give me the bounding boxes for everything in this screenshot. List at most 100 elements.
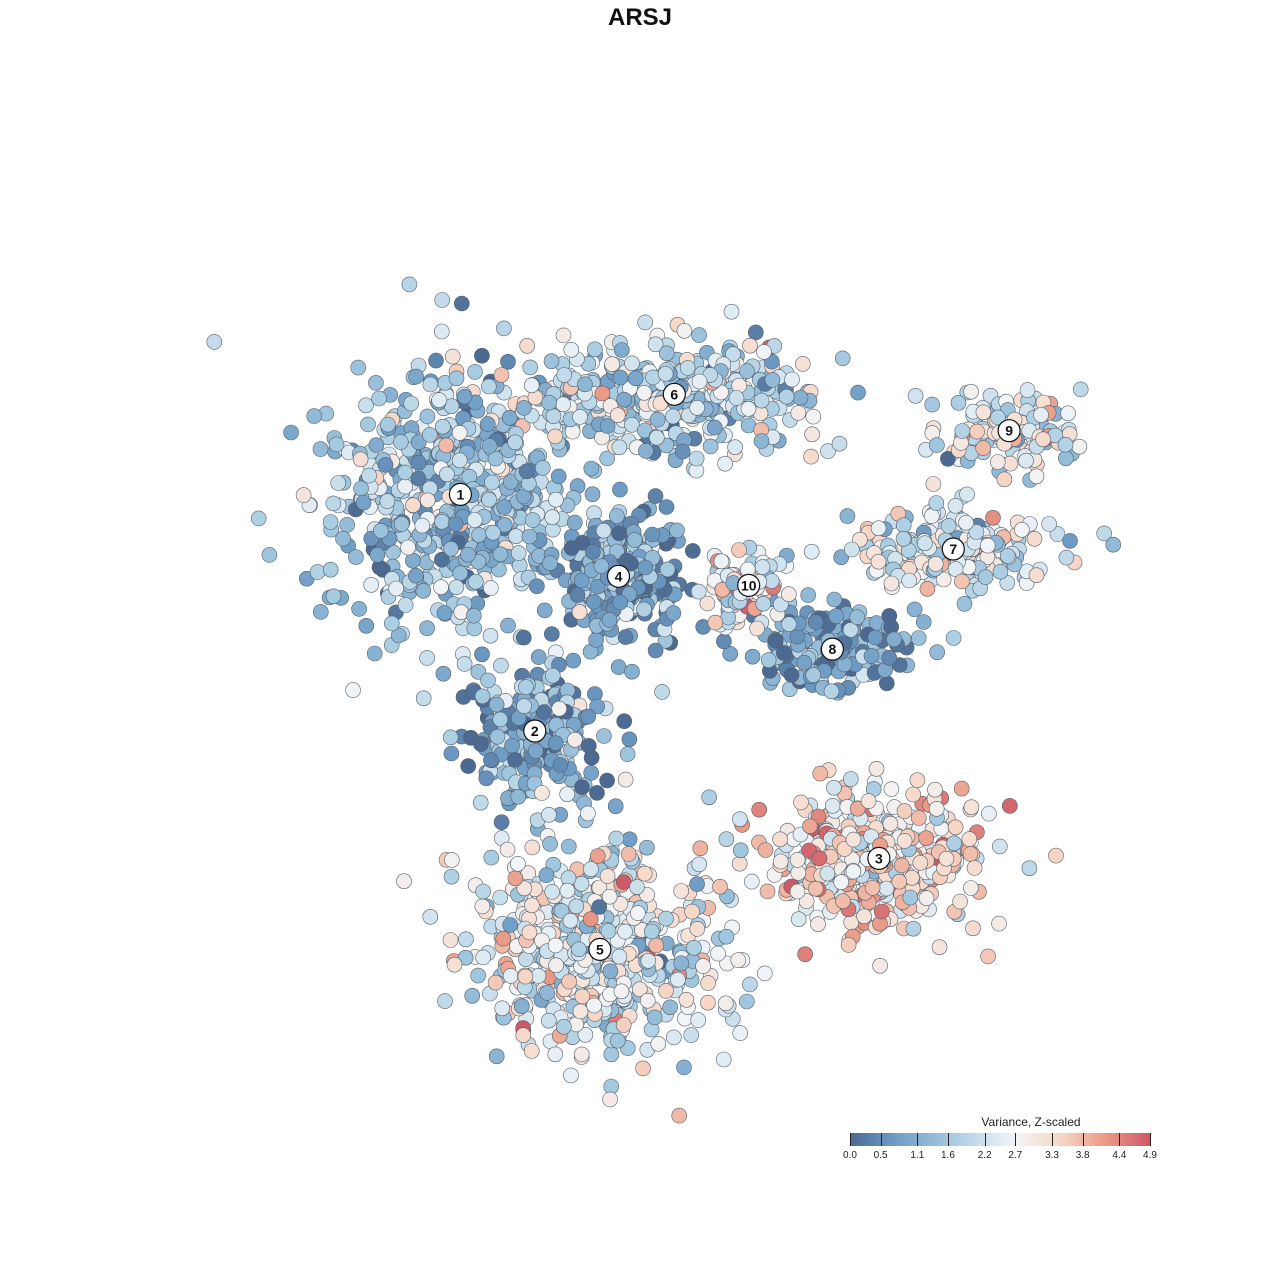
data-point: [886, 631, 902, 648]
data-point: [778, 388, 795, 405]
data-point: [481, 491, 497, 508]
data-point: [484, 474, 500, 491]
data-point: [601, 612, 618, 628]
data-point: [608, 508, 625, 524]
data-point: [443, 868, 460, 885]
data-point: [928, 495, 945, 511]
data-point: [621, 831, 638, 848]
data-point: [860, 793, 877, 809]
data-point: [572, 409, 588, 425]
data-point: [540, 1012, 557, 1029]
data-point: [1049, 526, 1066, 542]
data-point: [684, 903, 700, 920]
data-point: [793, 794, 809, 811]
data-point: [620, 846, 637, 862]
data-point: [613, 983, 630, 1000]
data-point: [612, 594, 629, 611]
data-point: [595, 522, 612, 539]
data-point: [731, 855, 748, 872]
data-point: [563, 341, 580, 358]
data-point: [925, 476, 942, 492]
data-point: [586, 997, 602, 1014]
data-point: [695, 958, 711, 974]
data-point: [493, 367, 510, 383]
data-point: [1021, 860, 1038, 877]
data-point: [482, 627, 499, 644]
data-point: [1057, 436, 1074, 453]
legend-tick: [984, 1133, 986, 1146]
data-point: [845, 831, 862, 848]
data-point: [979, 537, 996, 554]
data-point: [803, 448, 819, 465]
data-point: [931, 939, 948, 956]
data-point: [639, 839, 655, 856]
cluster-label-text: 9: [1005, 423, 1013, 439]
legend-tick-label: 1.6: [941, 1150, 955, 1161]
data-point: [507, 870, 524, 887]
data-point: [629, 905, 646, 921]
data-point: [519, 337, 536, 354]
data-point: [789, 852, 806, 868]
data-point: [500, 353, 516, 370]
data-point: [639, 992, 656, 1009]
data-point: [910, 810, 927, 826]
data-point: [345, 682, 361, 698]
data-point: [611, 948, 628, 965]
data-point: [952, 893, 968, 910]
data-point: [977, 569, 994, 585]
data-point: [938, 850, 955, 867]
data-point: [613, 342, 630, 358]
legend-tick-label: 4.9: [1143, 1150, 1157, 1161]
data-point: [534, 460, 551, 476]
data-point: [975, 440, 992, 456]
legend-tick-label: 3.3: [1045, 1150, 1059, 1161]
data-point: [636, 865, 653, 882]
data-point: [616, 391, 633, 408]
data-point: [599, 418, 616, 434]
data-point: [659, 561, 676, 578]
data-point: [536, 704, 552, 720]
data-point: [981, 805, 997, 822]
data-point: [566, 514, 583, 531]
data-point: [1062, 533, 1078, 549]
data-point: [691, 327, 707, 343]
data-point: [442, 932, 459, 948]
data-point: [547, 1046, 564, 1063]
data-point: [1026, 530, 1043, 547]
cluster-label-text: 5: [596, 941, 604, 957]
data-point: [790, 911, 807, 928]
data-point: [444, 348, 461, 365]
data-point: [924, 396, 941, 413]
data-point: [502, 917, 519, 933]
data-point: [927, 781, 943, 798]
data-point: [826, 779, 842, 796]
data-point: [950, 394, 967, 411]
data-point: [929, 644, 946, 661]
cluster-label-3: 3: [867, 846, 891, 871]
data-point: [624, 663, 640, 680]
data-point: [571, 604, 588, 620]
data-point: [991, 915, 1007, 932]
data-point: [843, 541, 860, 558]
data-point: [819, 865, 836, 882]
data-point: [906, 601, 923, 618]
data-point: [573, 875, 590, 892]
data-point: [612, 369, 629, 386]
data-point: [392, 434, 409, 450]
data-point: [433, 323, 450, 340]
data-point: [985, 509, 1001, 526]
data-point: [801, 842, 817, 859]
data-point: [615, 1017, 632, 1033]
data-point: [585, 544, 601, 560]
data-point: [833, 549, 850, 566]
data-point: [397, 464, 413, 481]
legend-title: Variance, Z-scaled: [981, 1115, 1081, 1129]
data-point: [657, 365, 674, 382]
cluster-label-6: 6: [662, 382, 686, 406]
legend-tick-label: 3.8: [1075, 1150, 1090, 1161]
data-point: [784, 371, 800, 388]
legend-tick: [917, 1133, 919, 1146]
data-point: [510, 545, 527, 561]
cluster-label-text: 4: [615, 568, 623, 584]
data-point: [588, 632, 604, 648]
